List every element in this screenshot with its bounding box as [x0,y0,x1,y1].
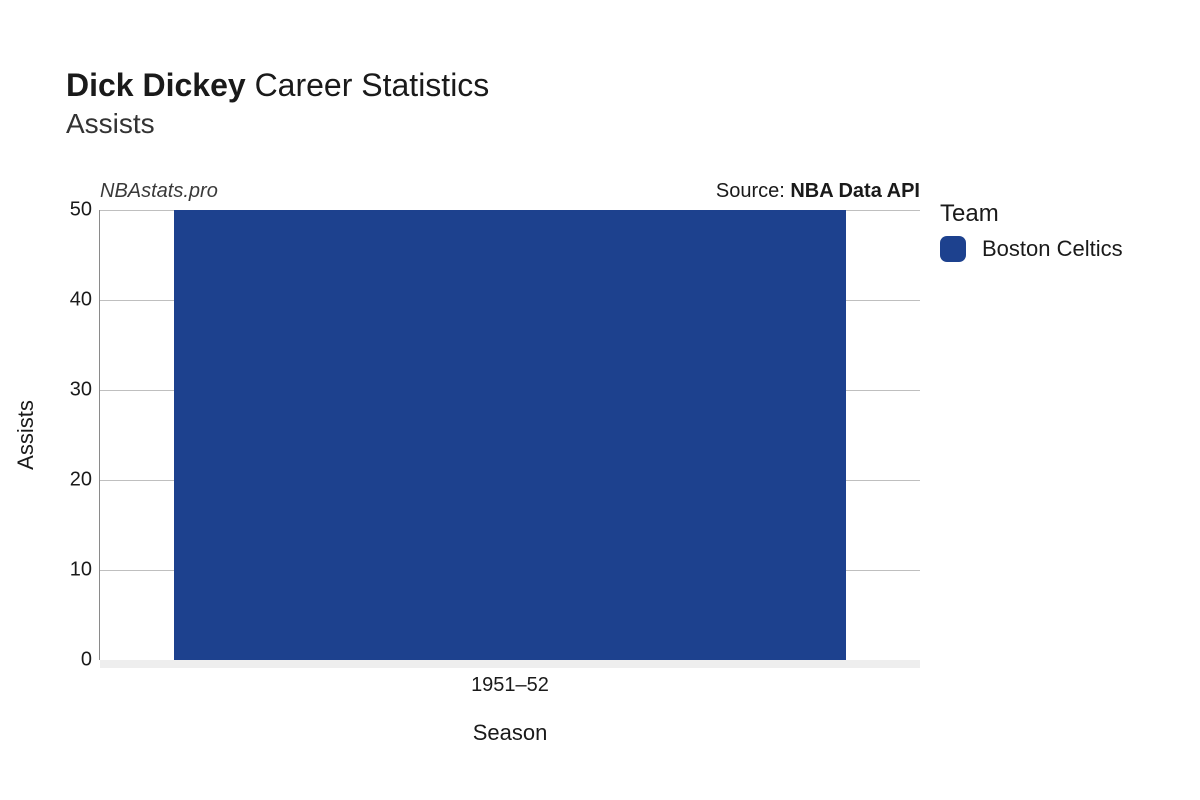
y-tick-label: 10 [4,559,92,582]
legend-swatch [940,236,966,262]
y-axis-title: Assists [13,400,39,470]
y-tick-label: 20 [4,469,92,492]
legend: Team Boston Celtics [940,200,1190,262]
source: Source: NBA Data API [716,180,920,203]
legend-item-label: Boston Celtics [982,236,1123,262]
legend-title: Team [940,200,1190,228]
bar [174,210,846,660]
page: Dick Dickey Career Statistics Assists NB… [0,0,1200,800]
x-baseline-extension [100,660,920,668]
chart-subtitle: Assists [66,108,489,140]
meta-row: NBAstats.pro Source: NBA Data API [100,180,920,203]
site-name: NBAstats.pro [100,180,218,203]
source-label: Source: [716,180,790,202]
title-rest: Career Statistics [246,67,490,103]
x-tick-label: 1951–52 [471,674,549,697]
y-tick-label: 50 [4,199,92,222]
y-tick-label: 40 [4,289,92,312]
title-block: Dick Dickey Career Statistics Assists [66,66,489,140]
legend-item: Boston Celtics [940,236,1190,262]
x-axis-title: Season [473,720,548,746]
plot-area [100,210,920,660]
player-name: Dick Dickey [66,67,246,103]
y-tick-label: 30 [4,379,92,402]
y-tick-label: 0 [4,649,92,672]
legend-items: Boston Celtics [940,236,1190,262]
chart-title: Dick Dickey Career Statistics [66,66,489,104]
source-value: NBA Data API [790,180,920,202]
